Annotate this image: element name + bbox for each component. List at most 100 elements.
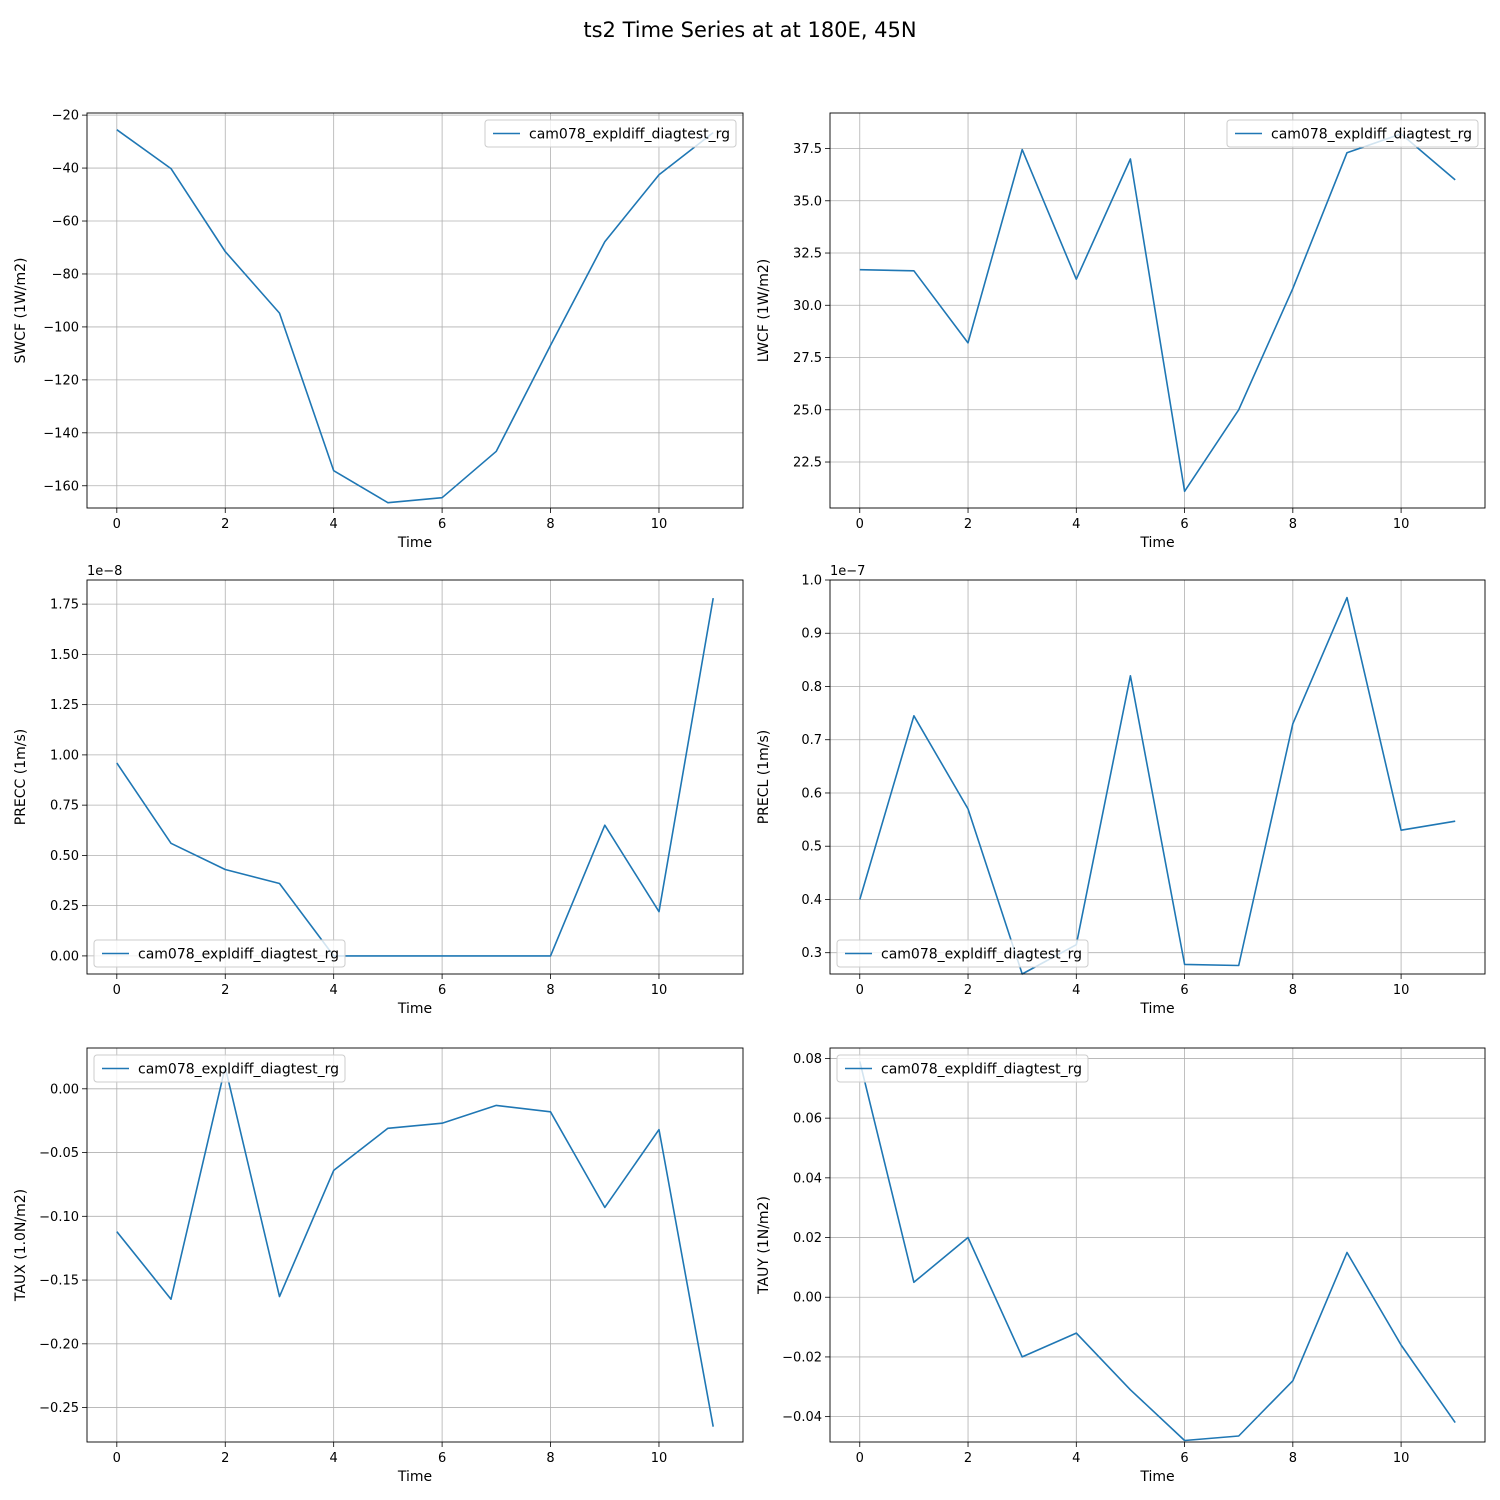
plot-area: [87, 580, 743, 974]
legend-entry: cam078_expldiff_diagtest_rg: [529, 127, 730, 143]
axis-offset-text: 1e−8: [87, 564, 122, 579]
y-tick-label: 0.08: [793, 1052, 822, 1067]
x-tick-label: 0: [113, 983, 121, 998]
data-point: [1130, 1389, 1131, 1390]
y-tick-label: −0.15: [39, 1274, 79, 1289]
y-axis-label: TAUY (1N/m2): [756, 1196, 772, 1295]
legend: cam078_expldiff_diagtest_rg: [93, 939, 346, 968]
subplot-2: 0 2 4 6 8 10 22.5 25.0 27.5 30.0 32.5 35.0 37.5 Time L…: [756, 112, 1486, 551]
legend-entry: cam078_expldiff_diagtest_rg: [881, 1062, 1082, 1078]
legend: cam078_expldiff_diagtest_rg: [836, 939, 1089, 968]
y-tick-label: 0.75: [50, 799, 79, 814]
legend-box: [836, 1054, 1089, 1083]
y-tick-label: −0.20: [39, 1337, 79, 1352]
data-point: [1346, 1252, 1347, 1253]
y-axis-label: PRECL (1m/s): [756, 730, 772, 825]
x-axis-label: Time: [1139, 535, 1174, 551]
x-tick-label: 8: [546, 517, 554, 532]
x-tick-label: 0: [113, 1451, 121, 1466]
y-tick-label: 0.7: [801, 733, 822, 748]
axis-offset-text: 1e−7: [830, 564, 865, 579]
y-tick-label: 0.6: [801, 786, 822, 801]
data-point: [170, 843, 171, 844]
legend: cam078_expldiff_diagtest_rg: [93, 1054, 346, 1083]
data-point: [1130, 158, 1131, 159]
x-tick-label: 4: [1072, 1451, 1080, 1466]
subplot-3: 0 2 4 6 8 10 0.00 0.25 0.50 0.75 1.00 1.25 1.50 1.75 T…: [13, 564, 744, 1017]
data-point: [1022, 149, 1023, 150]
y-tick-label: −60: [52, 215, 79, 230]
y-tick-label: 0.25: [50, 899, 79, 914]
data-point: [859, 899, 860, 900]
y-tick-label: 0.8: [801, 680, 822, 695]
y-tick-label: −160: [43, 479, 79, 494]
x-tick-label: 2: [221, 983, 229, 998]
x-tick-label: 2: [964, 517, 972, 532]
x-tick-label: 4: [1072, 517, 1080, 532]
series-line: [116, 129, 714, 504]
data-point: [1130, 675, 1131, 676]
data-point: [116, 129, 117, 130]
x-tick-label: 10: [651, 1451, 668, 1466]
y-tick-label: −20: [52, 109, 79, 124]
x-tick-label: 4: [330, 517, 338, 532]
plot-area: [87, 1048, 743, 1442]
data-point: [1022, 1356, 1023, 1357]
series-line: [116, 1066, 714, 1427]
x-tick-label: 0: [856, 517, 864, 532]
x-tick-label: 4: [330, 1451, 338, 1466]
x-tick-label: 6: [1180, 983, 1188, 998]
y-axis-label: SWCF (1W/m2): [13, 258, 29, 364]
y-tick-label: 1.00: [50, 748, 79, 763]
x-tick-label: 8: [1289, 1451, 1297, 1466]
data-point: [1184, 491, 1185, 492]
x-tick-label: 0: [856, 1451, 864, 1466]
data-point: [116, 1231, 117, 1232]
y-tick-label: −0.05: [39, 1146, 79, 1161]
data-point: [967, 808, 968, 809]
data-point: [496, 955, 497, 956]
data-point: [496, 451, 497, 452]
data-point: [713, 597, 714, 598]
x-tick-label: 2: [964, 1451, 972, 1466]
x-tick-label: 8: [546, 1451, 554, 1466]
x-axis-label: Time: [1139, 1001, 1174, 1017]
data-point: [170, 168, 171, 169]
data-point: [604, 241, 605, 242]
legend-entry: cam078_expldiff_diagtest_rg: [138, 947, 339, 963]
data-point: [1400, 1344, 1401, 1345]
data-point: [1455, 179, 1456, 180]
data-point: [604, 1207, 605, 1208]
x-tick-label: 6: [1180, 517, 1188, 532]
data-point: [967, 1237, 968, 1238]
series-line: [116, 597, 714, 957]
data-point: [1400, 830, 1401, 831]
y-tick-label: 0.04: [793, 1171, 822, 1186]
data-point: [1238, 965, 1239, 966]
subplot-1: 0 2 4 6 8 10 −20 −40 −60 −80 −100 −120 −140 −160 Time S…: [13, 109, 744, 551]
x-axis-label: Time: [397, 1469, 432, 1485]
data-point: [1292, 288, 1293, 289]
y-axis-label: LWCF (1W/m2): [756, 259, 772, 363]
x-axis-label: Time: [397, 1001, 432, 1017]
x-tick-label: 6: [438, 983, 446, 998]
x-tick-label: 0: [856, 983, 864, 998]
legend-entry: cam078_expldiff_diagtest_rg: [881, 947, 1082, 963]
series-line: [859, 596, 1456, 975]
data-point: [387, 1128, 388, 1129]
data-point: [279, 883, 280, 884]
data-point: [1076, 279, 1077, 280]
legend: cam078_expldiff_diagtest_rg: [484, 119, 737, 148]
legend: cam078_expldiff_diagtest_rg: [1226, 119, 1479, 148]
axes-frame: [86, 1047, 744, 1443]
x-tick-label: 4: [1072, 983, 1080, 998]
data-point: [1346, 152, 1347, 153]
y-tick-label: 0.5: [801, 840, 822, 855]
y-tick-label: 22.5: [793, 456, 822, 471]
data-point: [550, 955, 551, 956]
plot-area: [87, 113, 743, 508]
y-tick-label: −40: [52, 162, 79, 177]
y-tick-label: −0.04: [782, 1410, 822, 1425]
y-tick-label: −100: [43, 320, 79, 335]
legend-box: [93, 939, 346, 968]
